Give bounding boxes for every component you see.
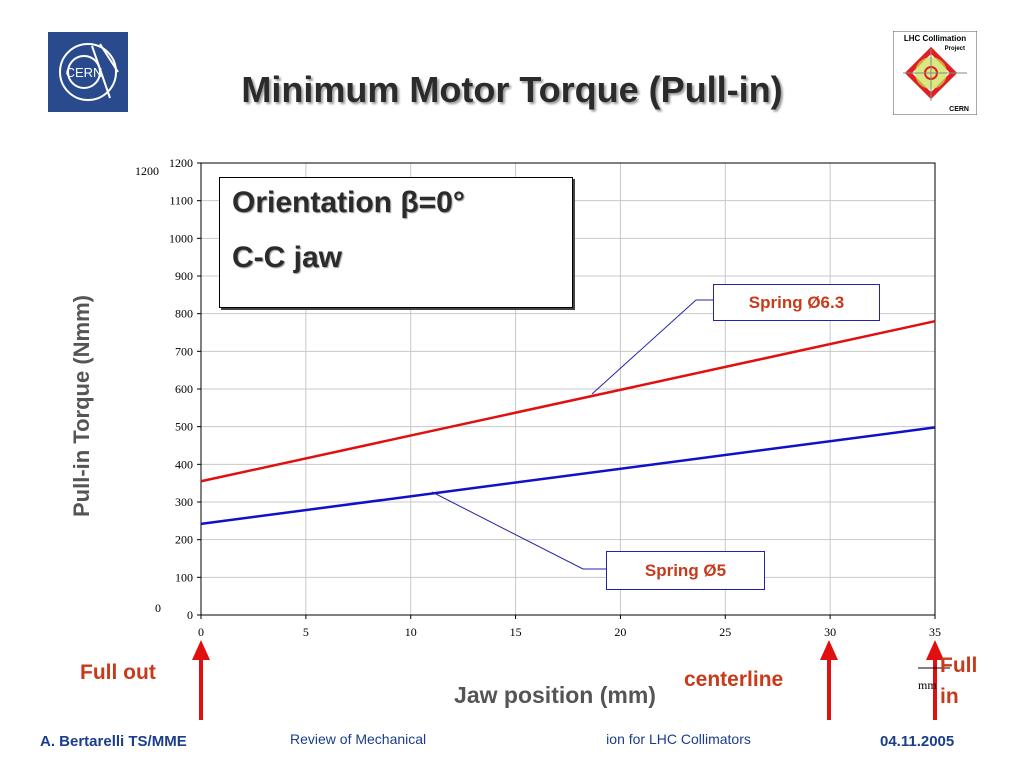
x-tick-label: 20 — [614, 625, 626, 639]
footer-author: A. Bertarelli TS/MME — [40, 733, 187, 750]
y-tick-label: 1100 — [169, 194, 193, 208]
x-tick-label: 35 — [929, 625, 941, 639]
footer-title-left: Review of Mechanical — [290, 731, 427, 747]
arrow-full-in-head — [926, 640, 944, 660]
y-tick-label: 100 — [175, 570, 193, 584]
y-tick-labels: 0 100 200 300 400 500 600 700 800 900 1000 1100 1200… — [135, 156, 201, 622]
x-axis-label: Jaw position (mm) — [454, 682, 656, 708]
leader-lines — [431, 299, 713, 570]
series-line-1 — [200, 426, 936, 526]
series-lines — [200, 319, 936, 526]
jaw-type-text: C-C jaw — [232, 241, 343, 274]
svg-text:CERN: CERN — [949, 106, 969, 113]
page-title: Minimum Motor Torque (Pull-in) — [241, 69, 783, 110]
axis-unit-label: mm — [918, 678, 937, 692]
y-axis-label-text: Pull-in Torque (Nmm) — [69, 294, 94, 518]
y-tick-label: 300 — [175, 495, 193, 509]
arrow-full-out-head — [192, 640, 210, 660]
cern-logo: CERN — [48, 32, 128, 112]
full-out-label: Full out — [80, 661, 156, 684]
full-in-label: Full in — [940, 654, 978, 708]
y-extra-label-top: 1200 — [135, 164, 159, 178]
y-tick-label: 400 — [175, 457, 193, 471]
footer-title: Review of Mechanical ion for LHC Collimat… — [290, 731, 751, 747]
x-tick-label: 25 — [719, 625, 731, 639]
centerline-label: centerline — [684, 668, 784, 691]
y-tick-label: 0 — [187, 608, 193, 622]
y-tick-label: 1000 — [169, 231, 193, 245]
y-tick-label: 500 — [175, 420, 193, 434]
leader-line-s63 — [591, 299, 713, 395]
svg-text:CERN: CERN — [66, 65, 103, 80]
x-tick-label: 30 — [824, 625, 836, 639]
x-tick-label: 5 — [303, 625, 309, 639]
y-tick-label: 200 — [175, 533, 193, 547]
y-tick-label: 700 — [175, 344, 193, 358]
y-axis-label: Pull-in Torque (Nmm) — [8, 295, 156, 517]
y-extra-label-bottom: 0 — [155, 601, 161, 615]
leader-line-s5 — [431, 491, 606, 570]
footer-title-right: ion for LHC Collimators — [606, 731, 751, 747]
x-tick-label: 15 — [510, 625, 522, 639]
lhc-collimation-logo: LHC Collimation Project CERN — [892, 30, 978, 116]
x-tick-label: 0 — [198, 625, 204, 639]
orientation-text: Orientation β=0° — [232, 186, 465, 219]
arrow-centerline-head — [820, 640, 838, 660]
orientation-annotation-box: Orientation β=0° C-C jaw — [219, 177, 573, 308]
svg-text:Project: Project — [945, 46, 965, 52]
series-line-0 — [200, 319, 936, 483]
y-tick-label: 900 — [175, 269, 193, 283]
y-tick-label: 1200 — [169, 156, 193, 170]
series-label-spring-5: Spring Ø5 — [606, 551, 765, 590]
footer-date: 04.11.2005 — [880, 733, 955, 750]
x-tick-label: 10 — [405, 625, 417, 639]
x-tick-labels: 0 5 10 15 20 25 30 35 — [198, 615, 941, 639]
y-tick-label: 800 — [175, 307, 193, 321]
series-label-spring-6-3: Spring Ø6.3 — [713, 284, 880, 321]
svg-text:LHC Collimation: LHC Collimation — [904, 34, 966, 43]
y-tick-label: 600 — [175, 382, 193, 396]
